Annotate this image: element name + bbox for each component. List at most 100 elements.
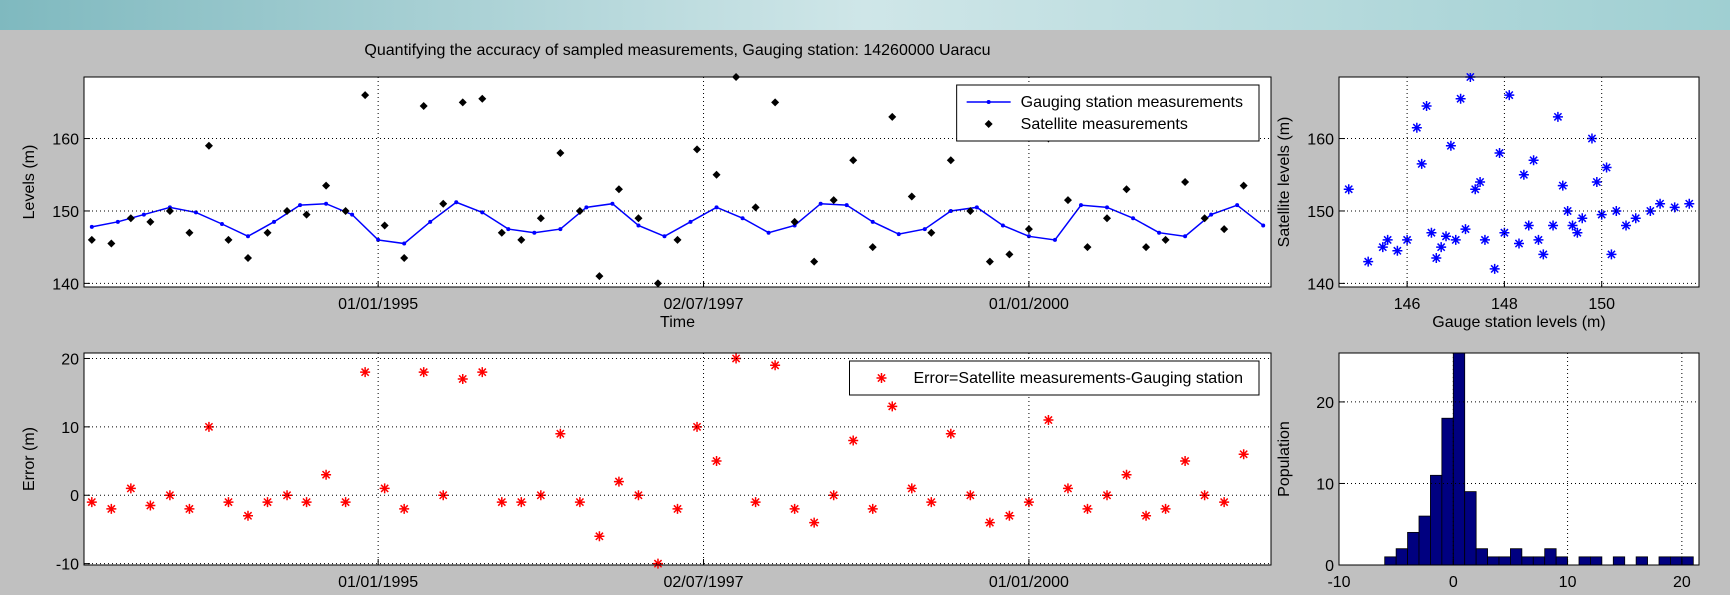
asterisk-marker (341, 497, 351, 507)
histogram-bar (1522, 557, 1533, 565)
dot-marker (662, 234, 666, 238)
dot-marker (194, 210, 198, 214)
asterisk-marker (633, 490, 643, 500)
asterisk-marker (1602, 163, 1612, 173)
asterisk-marker (653, 559, 663, 569)
dot-marker (871, 220, 875, 224)
asterisk-marker (809, 518, 819, 528)
y-tick-label: -10 (56, 557, 79, 574)
histogram-bar (1499, 557, 1510, 565)
x-tick-label: 148 (1491, 296, 1518, 313)
histogram-bar (1419, 516, 1430, 565)
histogram-bar (1579, 557, 1590, 565)
asterisk-marker (751, 497, 761, 507)
asterisk-marker (184, 504, 194, 514)
y-tick-label: 0 (1325, 558, 1334, 575)
asterisk-marker (1239, 449, 1249, 459)
dot-marker (402, 242, 406, 246)
asterisk-marker (1568, 220, 1578, 230)
asterisk-marker (673, 504, 683, 514)
asterisk-marker (1417, 159, 1427, 169)
dot-marker (298, 203, 302, 207)
asterisk-marker (1553, 112, 1563, 122)
dot-marker (1079, 203, 1083, 207)
y-tick-label: 0 (70, 488, 79, 505)
asterisk-marker (1548, 220, 1558, 230)
asterisk-marker (1606, 249, 1616, 259)
y-tick-label: 10 (61, 420, 79, 437)
dot-marker (454, 200, 458, 204)
x-tick-label: 20 (1673, 574, 1691, 591)
x-tick-label: 02/07/1997 (663, 574, 743, 591)
background-strip (0, 0, 1730, 30)
y-axis-label: Population (1276, 421, 1293, 497)
asterisk-marker (1577, 213, 1587, 223)
histogram-bar (1396, 549, 1407, 565)
asterisk-marker (360, 367, 370, 377)
asterisk-marker (614, 477, 624, 487)
asterisk-marker (1431, 253, 1441, 263)
histogram-bar (1476, 549, 1487, 565)
asterisk-marker (1592, 177, 1602, 187)
x-tick-label: 10 (1559, 574, 1577, 591)
asterisk-marker (419, 367, 429, 377)
histogram-bar (1545, 549, 1556, 565)
asterisk-marker (594, 531, 604, 541)
asterisk-marker (887, 401, 897, 411)
histogram-bar (1670, 557, 1681, 565)
x-tick-label: 150 (1588, 296, 1615, 313)
y-tick-label: 160 (52, 132, 79, 149)
histogram-bar (1385, 557, 1396, 565)
asterisk-marker (399, 504, 409, 514)
dot-marker (350, 213, 354, 217)
dot-marker (923, 227, 927, 231)
asterisk-marker (1631, 213, 1641, 223)
asterisk-marker (1495, 148, 1505, 158)
asterisk-marker (1436, 242, 1446, 252)
asterisk-marker (1519, 170, 1529, 180)
asterisk-marker (1402, 235, 1412, 245)
histogram-bar (1442, 418, 1453, 565)
dot-marker (636, 223, 640, 227)
histogram-bar (1453, 353, 1464, 565)
asterisk-marker (1219, 497, 1229, 507)
asterisk-marker (1655, 199, 1665, 209)
dot-marker (689, 220, 693, 224)
y-tick-label: 20 (61, 351, 79, 368)
dot-marker (897, 232, 901, 236)
histogram-bar (1682, 557, 1693, 565)
x-tick-label: 01/01/1995 (338, 574, 418, 591)
histogram-bar (1510, 549, 1521, 565)
chart-title: Quantifying the accuracy of sampled meas… (364, 42, 990, 59)
asterisk-marker (1480, 235, 1490, 245)
asterisk-marker (1378, 242, 1388, 252)
asterisk-marker (477, 367, 487, 377)
asterisk-marker (1529, 155, 1539, 165)
dot-marker (1261, 223, 1265, 227)
asterisk-marker (1180, 456, 1190, 466)
dot-marker (428, 220, 432, 224)
asterisk-marker (438, 490, 448, 500)
asterisk-marker (1456, 94, 1466, 104)
asterisk-marker (1490, 264, 1500, 274)
asterisk-marker (1161, 504, 1171, 514)
asterisk-marker (575, 497, 585, 507)
dot-marker (1157, 231, 1161, 235)
asterisk-marker (165, 490, 175, 500)
legend-label: Satellite measurements (1021, 116, 1188, 133)
legend: Error=Satellite measurements-Gauging sta… (850, 361, 1260, 395)
page: 01/01/199502/07/199701/01/2000140150160Q… (0, 0, 1730, 595)
asterisk-marker (126, 483, 136, 493)
asterisk-marker (1043, 415, 1053, 425)
legend-label: Error=Satellite measurements-Gauging sta… (914, 370, 1244, 387)
asterisk-marker (1082, 504, 1092, 514)
asterisk-marker (1004, 511, 1014, 521)
x-tick-label: 01/01/1995 (338, 296, 418, 313)
dot-marker (246, 234, 250, 238)
dot-marker (1131, 216, 1135, 220)
asterisk-marker (497, 497, 507, 507)
asterisk-marker (1122, 470, 1132, 480)
dot-marker (975, 205, 979, 209)
asterisk-marker (1460, 224, 1470, 234)
dot-marker (1183, 234, 1187, 238)
